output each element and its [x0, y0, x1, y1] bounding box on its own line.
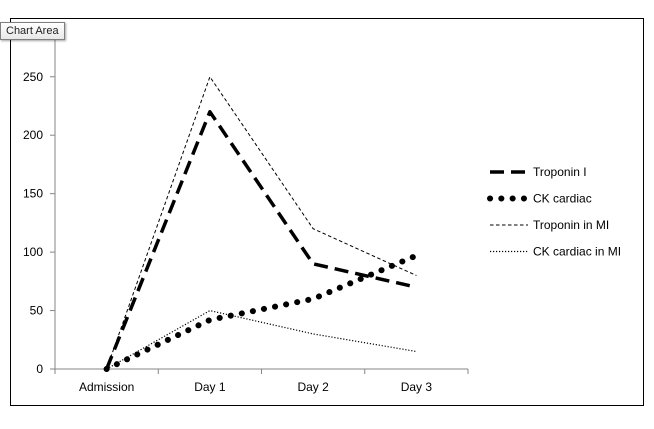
x-tick-label: Day 1	[194, 380, 226, 394]
y-tick-label: 200	[23, 128, 43, 142]
y-tick-label: 100	[23, 245, 43, 259]
legend-label-3: Troponin in MI	[533, 218, 609, 232]
y-tick-label: 150	[23, 187, 43, 201]
chart-area[interactable]	[10, 18, 644, 406]
series-line-2	[103, 252, 420, 372]
y-tick-label: 50	[30, 304, 44, 318]
series-line-1	[104, 110, 417, 370]
x-tick-label: Day 3	[401, 380, 433, 394]
y-tick-label: 0	[36, 362, 43, 376]
y-tick-label: 250	[23, 70, 43, 84]
legend-label-1: Troponin I	[533, 165, 587, 179]
chart-area-tooltip: Chart Area	[0, 22, 65, 40]
legend-label-2: CK cardiac	[533, 192, 592, 206]
x-tick-label: Day 2	[297, 380, 329, 394]
x-tick-label: Admission	[79, 380, 134, 394]
legend-label-4: CK cardiac in MI	[533, 245, 621, 259]
series-line-3	[106, 76, 417, 370]
series-line-4	[106, 310, 417, 370]
